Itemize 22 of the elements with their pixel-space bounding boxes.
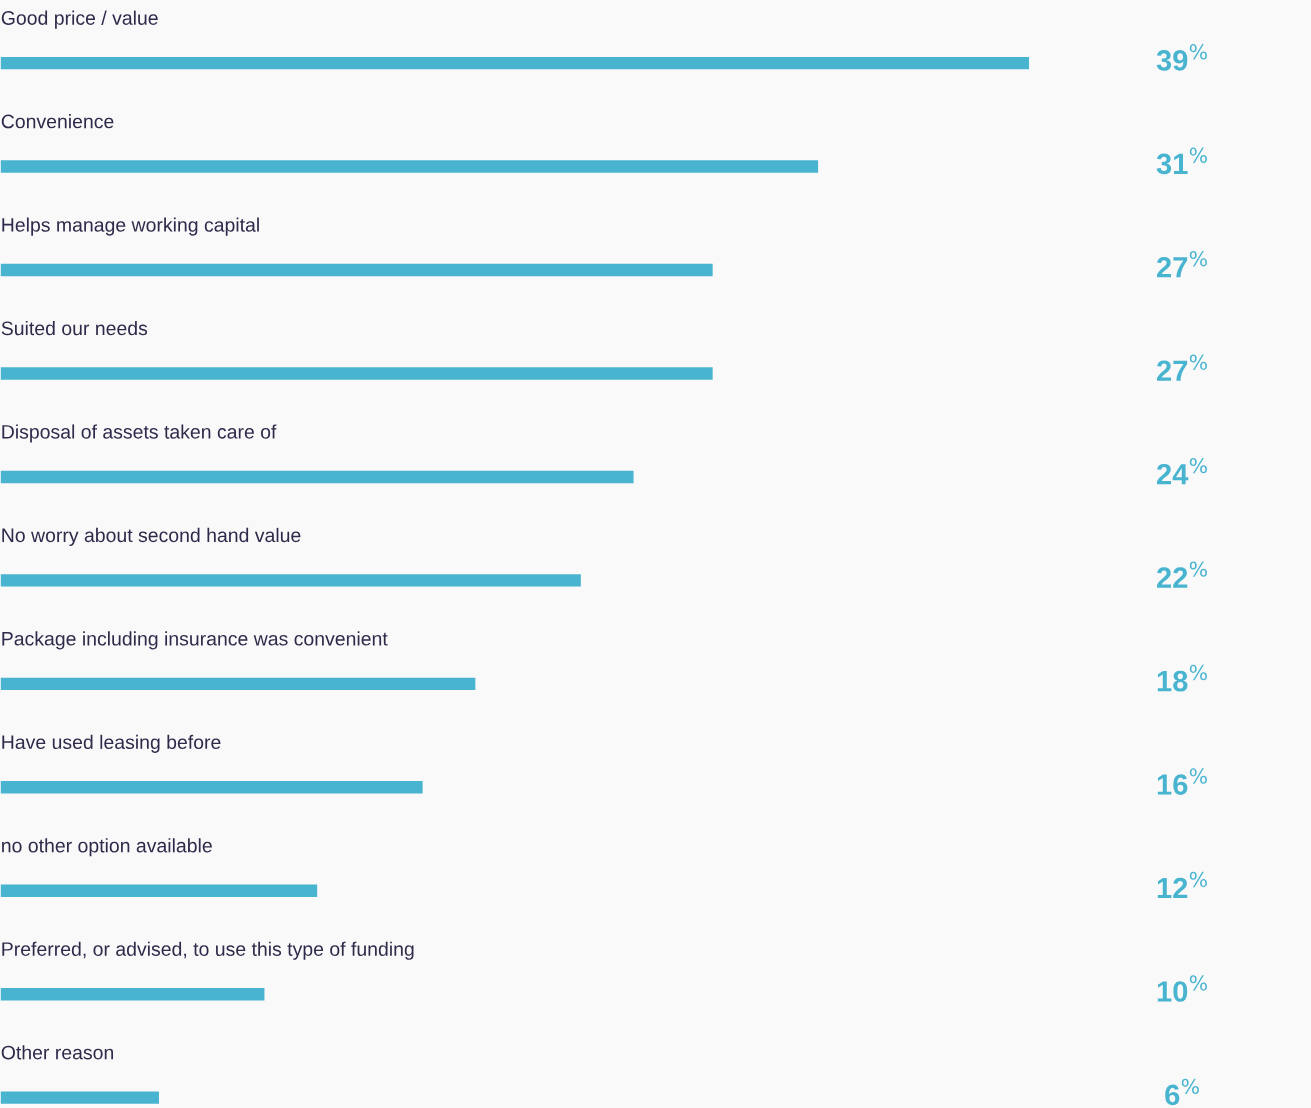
data-label: 16$^{%}$ xyxy=(1157,768,1207,795)
data-label: 27$^{%}$ xyxy=(1156,354,1207,381)
y-tick-label: No worry about second hand value xyxy=(2,527,301,546)
y-tick-label: Preferred, or advised, to use this type of funding xyxy=(2,941,414,960)
data-label: 22$^{%}$ xyxy=(1156,561,1207,588)
y-tick-label: Helps manage working capital xyxy=(2,217,259,236)
y-tick-label: no other option available xyxy=(2,838,212,857)
data-label: 12$^{%}$ xyxy=(1157,871,1207,899)
data-label: 24$^{%}$ xyxy=(1156,457,1207,485)
data-label: 31$^{%}$ xyxy=(1156,147,1207,175)
y-tick-label: Suited our needs xyxy=(1,320,148,336)
data-label: 18$^{%}$ xyxy=(1157,664,1207,692)
y-tick-label: Have used leasing before xyxy=(2,734,221,753)
data-label: 10$^{%}$ xyxy=(1157,975,1207,1002)
data-label: 6$^{%}$ xyxy=(1165,1078,1199,1106)
y-tick-label: Good price / value xyxy=(1,10,158,29)
data-label: 39$^{%}$ xyxy=(1156,44,1207,71)
y-tick-label: Other reason xyxy=(1,1045,114,1060)
y-tick-label: Package including insurance was convenient xyxy=(2,631,388,650)
y-tick-label: Convenience xyxy=(1,114,114,129)
data-label: 27$^{%}$ xyxy=(1156,251,1207,278)
y-tick-label: Disposal of assets taken care of xyxy=(2,424,277,443)
